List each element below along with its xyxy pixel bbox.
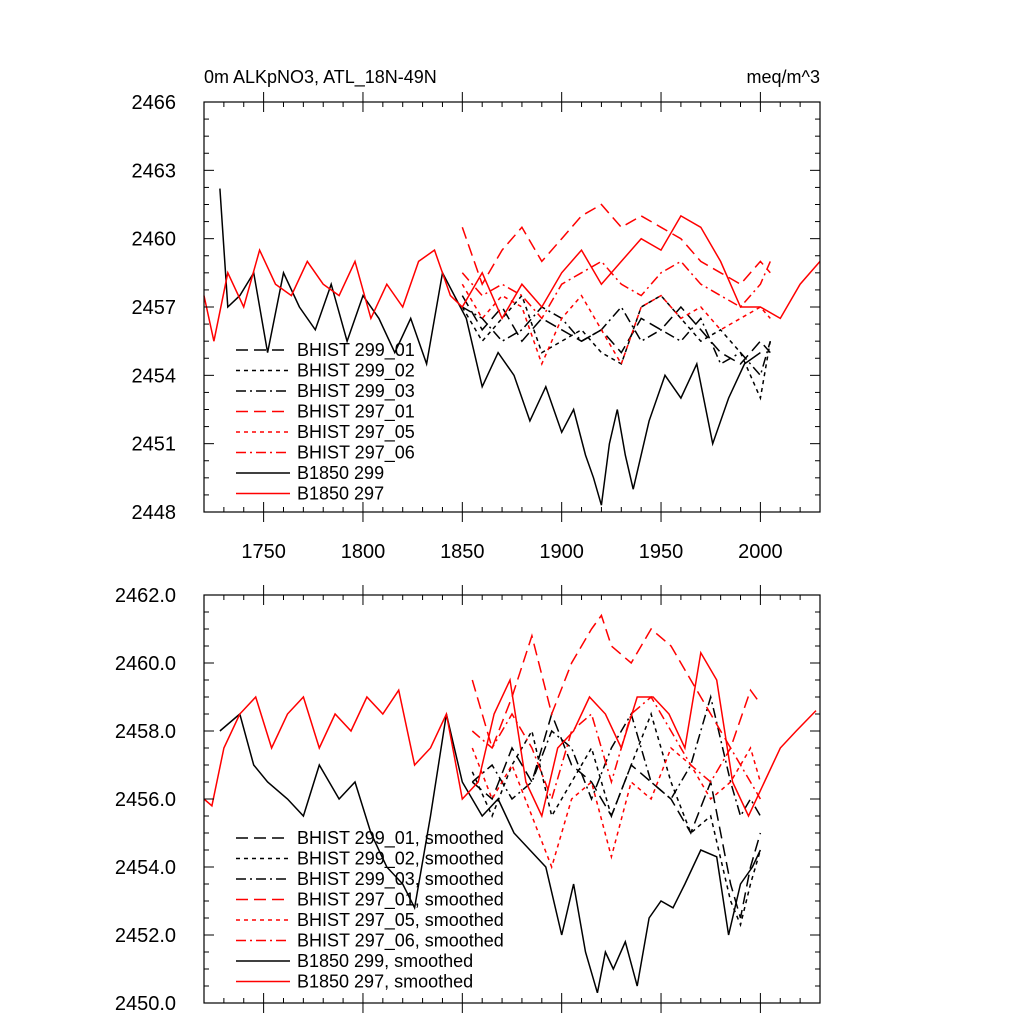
bottom-legend-label-0: BHIST 299_01, smoothed: [297, 828, 504, 849]
bottom-panel-series: [203, 613, 817, 994]
bottom-legend-label-5: BHIST 297_06, smoothed: [297, 931, 504, 952]
bottom-y-tick-label: 2462.0: [115, 585, 176, 607]
top-x-tick-label: 1900: [539, 541, 584, 563]
top-panel-series: [203, 188, 821, 506]
top-y-tick-label: 2451: [132, 434, 177, 456]
top-panel-units: meq/m^3: [747, 67, 820, 87]
top-x-tick-label: 2000: [738, 541, 783, 563]
top-x-tick-label: 1750: [241, 541, 286, 563]
top-x-tick-label: 1800: [341, 541, 386, 563]
bottom-y-tick-label: 2452.0: [115, 925, 176, 947]
bottom-series-line-0: [471, 711, 762, 919]
bottom-series-line-3: [471, 613, 762, 751]
top-y-tick-label: 2457: [132, 297, 177, 319]
top-legend-label-0: BHIST 299_01: [297, 340, 415, 361]
bottom-legend-label-3: BHIST 297_01, smoothed: [297, 890, 504, 911]
bottom-legend-label-2: BHIST 299_03, smoothed: [297, 869, 504, 890]
top-x-tick-label: 1950: [639, 541, 684, 563]
bottom-panel: 2450.0 2452.0 2454.0 2456.0 2458.0 2460.0 2462…: [115, 585, 821, 1015]
top-legend-label-5: BHIST 297_06: [297, 443, 415, 464]
top-y-tick-label: 2454: [132, 365, 177, 387]
bottom-panel-axes: 2450.0 2452.0 2454.0 2456.0 2458.0 2460.0 2462…: [115, 585, 821, 1015]
top-panel: 0m ALKpNO3, ATL_18N-49N meq/m^3 2448 2451…: [132, 67, 821, 563]
bottom-y-tick-label: 2456.0: [115, 789, 176, 811]
top-series-line-3: [461, 203, 771, 286]
top-legend-label-3: BHIST 297_01: [297, 402, 415, 423]
top-legend-label-7: B1850 297: [297, 484, 384, 504]
bottom-series-line-6: [219, 712, 762, 994]
bottom-legend-label-4: BHIST 297_05, smoothed: [297, 910, 504, 931]
top-legend-label-4: BHIST 297_05: [297, 422, 415, 443]
top-y-tick-label: 2463: [132, 160, 177, 182]
bottom-y-tick-label: 2454.0: [115, 857, 176, 879]
bottom-y-tick-label: 2458.0: [115, 721, 176, 743]
bottom-y-tick-label: 2460.0: [115, 653, 176, 675]
top-y-tick-label: 2466: [132, 92, 177, 114]
top-x-tick-label: 1850: [440, 541, 485, 563]
top-panel-title: 0m ALKpNO3, ATL_18N-49N: [204, 67, 437, 88]
top-series-line-4: [461, 283, 771, 366]
top-y-tick-label: 2448: [132, 502, 177, 524]
top-y-tick-label: 2460: [132, 229, 177, 251]
top-series-line-0: [461, 295, 771, 365]
top-series-line-6: [219, 188, 761, 506]
top-series-line-7: [203, 214, 821, 342]
bottom-legend-label-7: B1850 297, smoothed: [297, 972, 473, 992]
top-legend-label-2: BHIST 299_03: [297, 381, 415, 402]
top-series-line-5: [461, 260, 771, 320]
top-legend-label-1: BHIST 299_02: [297, 361, 415, 382]
bottom-y-tick-label: 2450.0: [115, 993, 176, 1015]
bottom-legend-label-1: BHIST 299_02, smoothed: [297, 849, 504, 870]
top-legend-label-6: B1850 299: [297, 463, 384, 483]
top-series-line-2: [461, 305, 772, 377]
bottom-series-line-1: [471, 711, 762, 928]
top-panel-axes: 2448 2451 2454 2457 2460 2463 2466 1750 1800 1850…: [132, 92, 821, 563]
top-series-line-1: [461, 294, 772, 401]
bottom-series-line-7: [203, 650, 817, 819]
bottom-series-line-4: [471, 746, 762, 870]
bottom-legend-label-6: B1850 299, smoothed: [297, 951, 473, 971]
